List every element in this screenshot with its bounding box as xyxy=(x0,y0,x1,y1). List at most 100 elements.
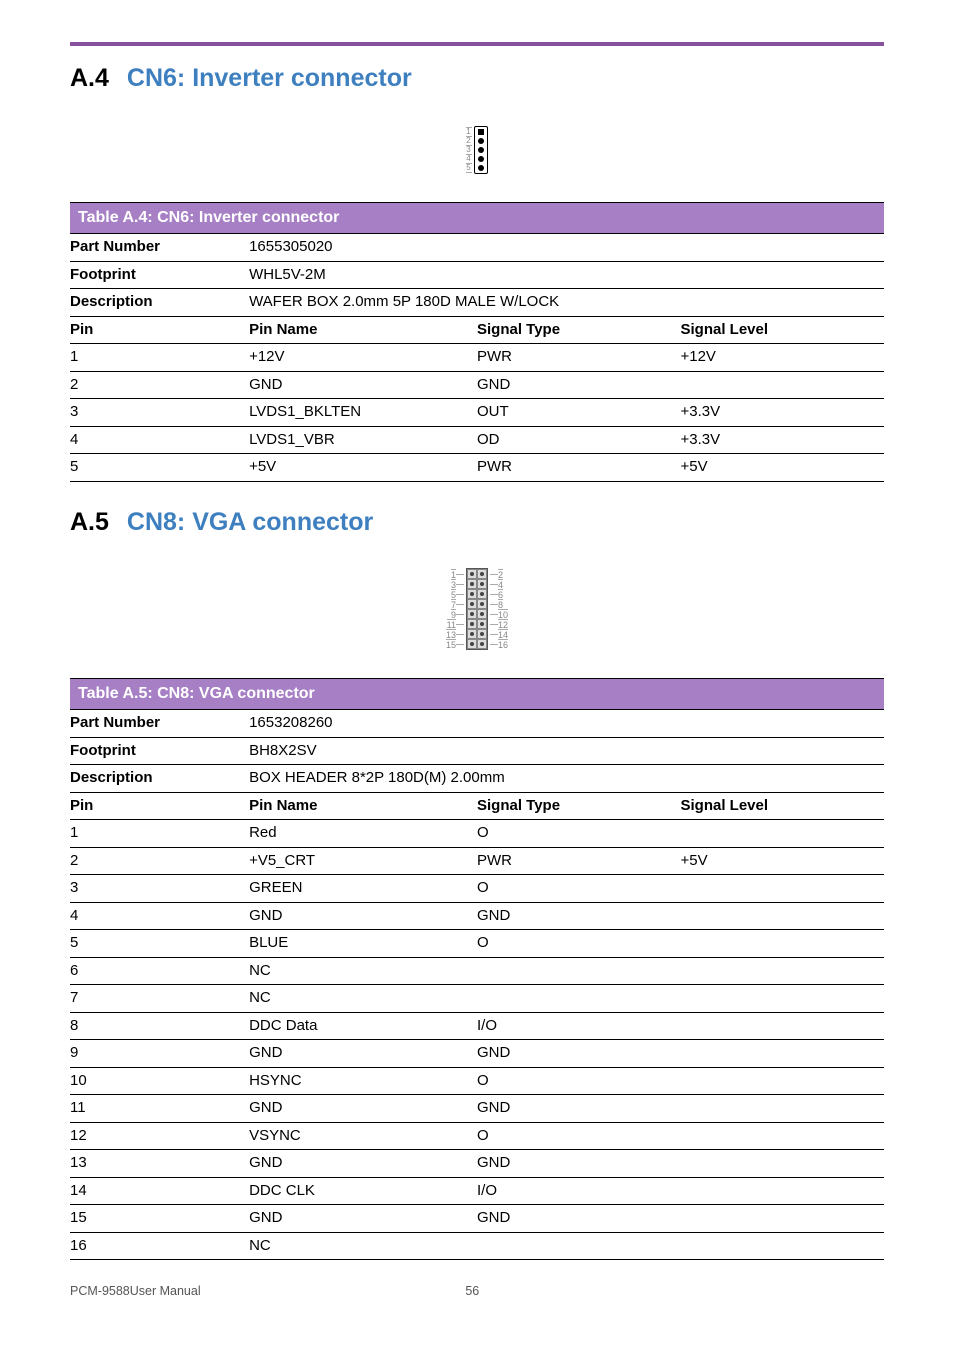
col-pin: Pin xyxy=(70,792,249,820)
table-cell: O xyxy=(477,875,681,903)
table-cell: 1 xyxy=(70,820,249,848)
description: BOX HEADER 8*2P 180D(M) 2.00mm xyxy=(249,765,884,793)
table-cell xyxy=(680,1205,884,1233)
page-content: A.4 CN6: Inverter connector 12345 Table … xyxy=(0,46,954,1260)
table-cell: +V5_CRT xyxy=(249,847,477,875)
table-cell: DDC CLK xyxy=(249,1177,477,1205)
table-cell: OUT xyxy=(477,399,681,427)
table-cell: GND xyxy=(249,902,477,930)
table-cell: GND xyxy=(477,1095,681,1123)
table-caption: Table A.4: CN6: Inverter connector xyxy=(70,203,884,234)
footprint-label: Footprint xyxy=(70,737,249,765)
table-cell xyxy=(680,875,884,903)
table-cell xyxy=(680,1095,884,1123)
table-cn8: Table A.5: CN8: VGA connector Part Numbe… xyxy=(70,678,884,1260)
table-cell xyxy=(680,1040,884,1068)
table-cell: NC xyxy=(249,957,477,985)
table-cell xyxy=(680,930,884,958)
col-signal-level: Signal Level xyxy=(680,792,884,820)
table-cell xyxy=(680,1122,884,1150)
table-cell xyxy=(680,1177,884,1205)
table-cell: NC xyxy=(249,985,477,1013)
table-cell: BLUE xyxy=(249,930,477,958)
table-cell: 11 xyxy=(70,1095,249,1123)
table-cell: 2 xyxy=(70,847,249,875)
part-number-label: Part Number xyxy=(70,234,249,262)
description-label: Description xyxy=(70,765,249,793)
page-footer: PCM-9588User Manual 56 xyxy=(0,1260,954,1324)
table-cell: O xyxy=(477,820,681,848)
table-cell: 1 xyxy=(70,344,249,372)
table-cell: +3.3V xyxy=(680,399,884,427)
table-cell: +5V xyxy=(680,454,884,482)
table-cell: 3 xyxy=(70,875,249,903)
table-cell: GND xyxy=(477,1150,681,1178)
table-cell: 4 xyxy=(70,902,249,930)
table-cell xyxy=(680,1067,884,1095)
table-cell: OD xyxy=(477,426,681,454)
table-cell: O xyxy=(477,1122,681,1150)
table-cell: GND xyxy=(249,1205,477,1233)
table-cell: +5V xyxy=(680,847,884,875)
table-cell: 12 xyxy=(70,1122,249,1150)
table-cell: 2 xyxy=(70,371,249,399)
table-cell: 13 xyxy=(70,1150,249,1178)
part-number: 1653208260 xyxy=(249,710,884,738)
table-cell: 7 xyxy=(70,985,249,1013)
table-cell: HSYNC xyxy=(249,1067,477,1095)
col-pin-name: Pin Name xyxy=(249,316,477,344)
table-cell: 14 xyxy=(70,1177,249,1205)
col-pin: Pin xyxy=(70,316,249,344)
footprint: WHL5V-2M xyxy=(249,261,884,289)
footprint: BH8X2SV xyxy=(249,737,884,765)
part-number-label: Part Number xyxy=(70,710,249,738)
table-cell: 5 xyxy=(70,930,249,958)
table-cell: PWR xyxy=(477,454,681,482)
table-cell xyxy=(680,371,884,399)
table-cell: 15 xyxy=(70,1205,249,1233)
table-cell: 4 xyxy=(70,426,249,454)
table-cell xyxy=(680,1150,884,1178)
cn6-connector-drawing: 12345 xyxy=(70,121,884,174)
table-cell: PWR xyxy=(477,344,681,372)
table-cell xyxy=(680,985,884,1013)
cn8-connector-drawing: 13579111315 246810121416 xyxy=(70,565,884,651)
table-cell: GND xyxy=(477,371,681,399)
table-cell: +5V xyxy=(249,454,477,482)
table-cell xyxy=(680,820,884,848)
footprint-label: Footprint xyxy=(70,261,249,289)
table-cell xyxy=(680,957,884,985)
table-cell: GND xyxy=(249,1095,477,1123)
table-cell: O xyxy=(477,930,681,958)
section-heading-a5: A.5 CN8: VGA connector xyxy=(70,508,884,537)
table-cell: VSYNC xyxy=(249,1122,477,1150)
table-cell: 16 xyxy=(70,1232,249,1260)
table-cell: GND xyxy=(249,1040,477,1068)
table-cell: LVDS1_VBR xyxy=(249,426,477,454)
table-cell: +3.3V xyxy=(680,426,884,454)
table-cell: GND xyxy=(477,902,681,930)
section-heading-a4: A.4 CN6: Inverter connector xyxy=(70,64,884,93)
section-title: CN6: Inverter connector xyxy=(127,64,412,93)
table-cell xyxy=(680,902,884,930)
table-caption: Table A.5: CN8: VGA connector xyxy=(70,679,884,710)
col-signal-level: Signal Level xyxy=(680,316,884,344)
table-cell: DDC Data xyxy=(249,1012,477,1040)
table-cell: PWR xyxy=(477,847,681,875)
table-cell: 5 xyxy=(70,454,249,482)
table-cell: 8 xyxy=(70,1012,249,1040)
table-cell: 6 xyxy=(70,957,249,985)
table-cell xyxy=(680,1012,884,1040)
section-number: A.4 xyxy=(70,64,109,93)
col-pin-name: Pin Name xyxy=(249,792,477,820)
table-cn6: Table A.4: CN6: Inverter connector Part … xyxy=(70,202,884,482)
table-cell: I/O xyxy=(477,1012,681,1040)
table-cell: O xyxy=(477,1067,681,1095)
table-cell: 9 xyxy=(70,1040,249,1068)
table-cell: GND xyxy=(477,1205,681,1233)
description-label: Description xyxy=(70,289,249,317)
table-cell xyxy=(680,1232,884,1260)
table-cell: 3 xyxy=(70,399,249,427)
table-cell: NC xyxy=(249,1232,477,1260)
table-cell xyxy=(477,985,681,1013)
